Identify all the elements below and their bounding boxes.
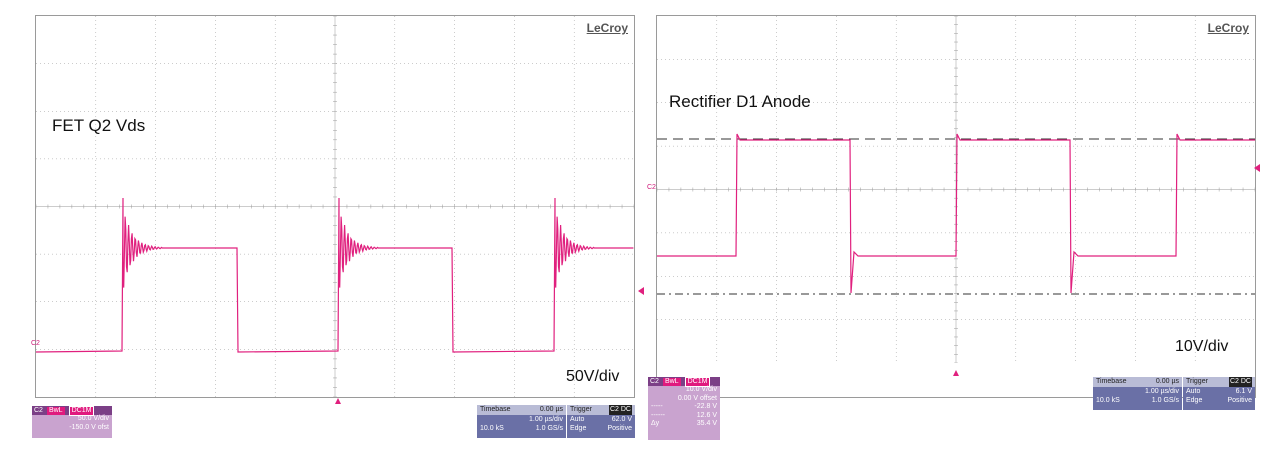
trigger-mode: Auto	[1186, 387, 1201, 395]
left-waveform-svg	[36, 16, 634, 397]
trigger-box[interactable]: Trigger C2 DC Auto 6.1 V Edge Positive	[1183, 377, 1255, 410]
timebase-label: Timebase	[480, 406, 511, 413]
trace-title: FET Q2 Vds	[52, 116, 146, 135]
trigger-level-arrow[interactable]	[638, 287, 644, 295]
graticule	[36, 16, 634, 397]
trace-title: Rectifier D1 Anode	[669, 92, 811, 111]
timebase-delay: 0.00 µs	[1155, 378, 1179, 385]
trigger-type: Edge	[1186, 397, 1203, 404]
trigger-level: 6.1 V	[1235, 387, 1252, 395]
trigger-position-arrow[interactable]	[335, 398, 341, 404]
vertical-offset: -150.0 V ofst	[69, 423, 109, 431]
sample-count: 10.0 kS	[1096, 397, 1120, 404]
trigger-slope: Positive	[607, 425, 632, 432]
left-waveform-display: LeCroy FET Q2 Vds 50V/div	[35, 15, 635, 398]
trigger-level-arrow[interactable]	[1254, 164, 1260, 172]
left-oscilloscope: LeCroy FET Q2 Vds 50V/div C2 C2 BwL DC1M…	[15, 15, 644, 440]
trigger-box[interactable]: Trigger C2 DC Auto 62.0 V Edge Positive	[567, 405, 635, 438]
cursor2-value: 12.6 V	[696, 411, 717, 419]
volts-per-div-label: 50V/div	[566, 368, 620, 385]
cursor1-label: -----	[651, 403, 663, 410]
cursor1-value: -22.8 V	[694, 403, 717, 410]
vertical-scale: 50.0 V/div	[77, 415, 109, 422]
sample-count: 10.0 kS	[480, 425, 504, 432]
cursor-delta-value: 35.4 V	[696, 420, 717, 427]
bandwidth-limit-tag: BwL	[662, 377, 681, 386]
trigger-source-badge: C2 DC	[608, 405, 632, 415]
channel-descriptor-box[interactable]: C2 BwL DC1M 50.0 V/div -150.0 V ofst	[32, 405, 112, 438]
channel-marker: C2	[31, 340, 40, 347]
timebase-label: Timebase	[1096, 378, 1127, 385]
channel-name: C2	[34, 407, 43, 414]
right-waveform-svg	[657, 16, 1255, 363]
cursor-delta-label: Δy	[651, 420, 660, 427]
sample-rate: 1.0 GS/s	[535, 425, 563, 432]
right-waveform-display: LeCroy Rectifier D1 Anode 10V/div	[656, 15, 1256, 398]
volts-per-div-label: 10V/div	[1175, 338, 1229, 355]
channel-marker: C2	[647, 184, 656, 191]
vds-trace	[36, 197, 634, 353]
cursor2-label: ------	[651, 411, 665, 419]
timebase-delay: 0.00 µs	[539, 406, 563, 413]
timebase-box[interactable]: Timebase 0.00 µs 1.00 µs/div 10.0 kS 1.0 G…	[477, 405, 566, 438]
time-per-div: 1.00 µs/div	[529, 415, 563, 423]
trigger-level: 62.0 V	[611, 415, 632, 423]
trigger-label: Trigger	[1186, 378, 1208, 385]
coupling-tag: DC1M	[684, 376, 711, 387]
lecroy-logo: LeCroy	[586, 21, 628, 35]
coupling-tag: DC1M	[68, 405, 95, 416]
trigger-source-badge: C2 DC	[1228, 377, 1252, 387]
trigger-position-arrow[interactable]	[953, 370, 959, 376]
anode-trace	[657, 133, 1255, 294]
channel-descriptor-box[interactable]: C2 BwL DC1M 10.0 V/div 0.00 V offset ---…	[648, 376, 720, 440]
trigger-label: Trigger	[570, 406, 592, 413]
lecroy-logo: LeCroy	[1207, 21, 1249, 35]
timebase-box[interactable]: Timebase 0.00 µs 1.00 µs/div 10.0 kS 1.0 G…	[1093, 377, 1182, 410]
time-per-div: 1.00 µs/div	[1145, 387, 1179, 395]
channel-name: C2	[650, 378, 659, 385]
bandwidth-limit-tag: BwL	[46, 406, 65, 415]
trigger-type: Edge	[570, 425, 587, 432]
vertical-offset: 0.00 V offset	[677, 394, 717, 402]
trigger-mode: Auto	[570, 415, 585, 423]
vertical-scale: 10.0 V/div	[685, 386, 717, 393]
trigger-slope: Positive	[1227, 397, 1252, 404]
right-oscilloscope: LeCroy Rectifier D1 Anode 10V/div C2 C2 …	[638, 15, 1268, 440]
sample-rate: 1.0 GS/s	[1151, 397, 1179, 404]
